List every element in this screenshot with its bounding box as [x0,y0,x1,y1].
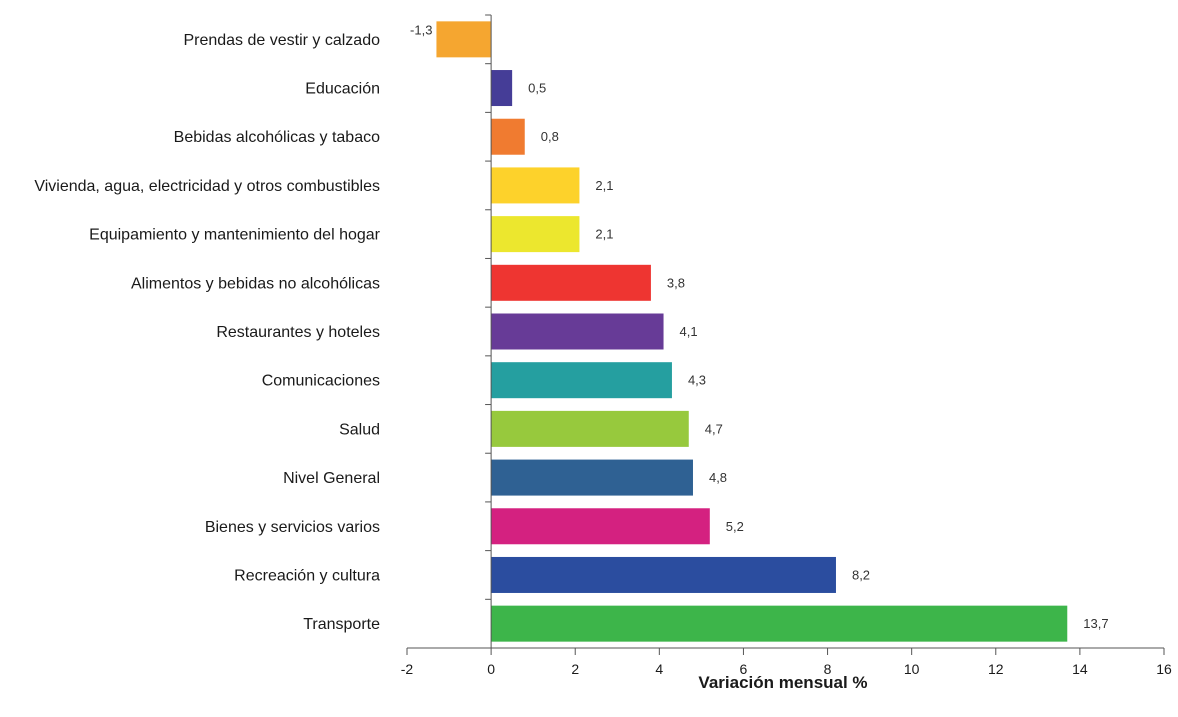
x-tick-label: 4 [655,661,663,677]
category-label: Comunicaciones [262,373,380,390]
category-label: Restaurantes y hoteles [216,324,380,341]
bar [491,410,689,447]
x-tick-label: -2 [401,661,414,677]
bars-group [436,21,1068,642]
category-label: Salud [339,421,380,438]
bar [491,362,672,399]
x-tick-label: 6 [740,661,748,677]
bar [491,313,664,350]
x-tick-label: 12 [988,661,1004,677]
bar [491,70,513,107]
bar [491,508,710,545]
data-label: 0,5 [528,81,546,96]
x-tick-label: 14 [1072,661,1088,677]
category-label: Bienes y servicios varios [205,519,380,536]
x-tick-label: 0 [487,661,495,677]
x-tick-label: 10 [904,661,920,677]
category-label: Nivel General [283,470,380,487]
category-label: Vivienda, agua, electricidad y otros com… [34,178,380,195]
data-label: 8,2 [852,567,870,582]
bar [491,264,651,301]
data-label: 0,8 [541,129,559,144]
data-label: 13,7 [1083,616,1108,631]
data-label: 4,3 [688,373,706,388]
category-label: Prendas de vestir y calzado [183,32,380,49]
category-label: Transporte [303,616,380,633]
labels-group: Prendas de vestir y calzado -1,3 Educación… [34,22,1172,677]
data-label: 4,7 [705,421,723,436]
axes-group [406,14,1165,655]
bar [436,21,492,58]
bar [491,605,1068,642]
data-label: 2,1 [595,178,613,193]
data-label: 4,8 [709,470,727,485]
category-label: Bebidas alcohólicas y tabaco [174,129,380,146]
category-label: Equipamiento y mantenimiento del hogar [89,227,381,244]
bar [491,167,580,204]
bar [491,556,836,593]
data-label: 2,1 [595,227,613,242]
bar [491,216,580,253]
x-tick-label: 16 [1156,661,1172,677]
bar [491,459,693,496]
x-axis-title: Variación mensual % [698,673,867,692]
data-label: 3,8 [667,275,685,290]
x-tick-label: 8 [824,661,832,677]
x-tick-label: 2 [571,661,579,677]
data-label: -1,3 [410,22,432,37]
data-label: 5,2 [726,519,744,534]
bar [491,118,525,155]
data-label: 4,1 [680,324,698,339]
category-label: Educación [305,81,380,98]
category-label: Alimentos y bebidas no alcohólicas [131,275,380,292]
category-label: Recreación y cultura [234,567,380,584]
